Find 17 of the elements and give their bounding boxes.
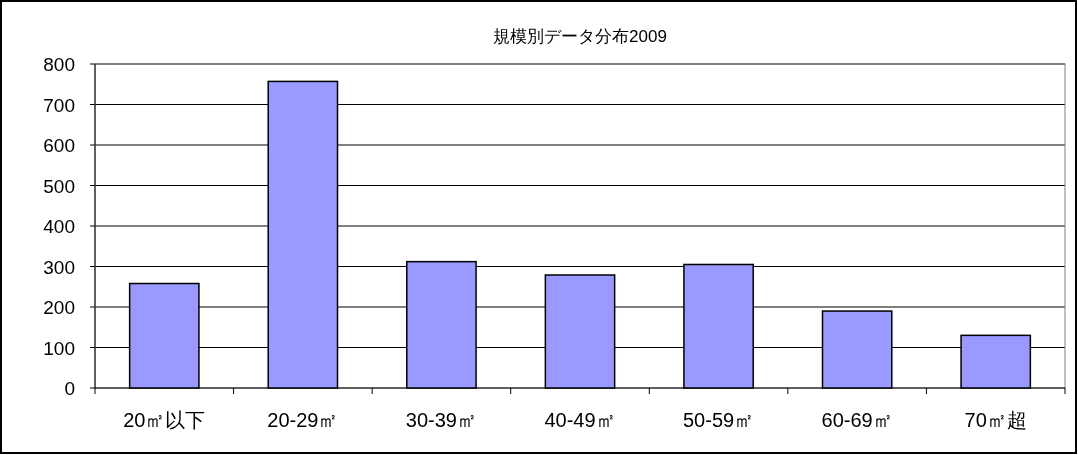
y-tick-label: 700 [43, 94, 75, 116]
y-tick-label: 300 [43, 256, 75, 278]
y-tick-label: 600 [43, 135, 75, 156]
x-tick-label: 60-69㎡ [821, 409, 893, 431]
x-tick-label: 20㎡以下 [123, 409, 206, 431]
x-tick-label: 20-29㎡ [267, 409, 339, 431]
chart-title: 規模別データ分布2009 [493, 27, 667, 46]
x-tick-label: 40-49㎡ [544, 409, 616, 431]
y-tick-label: 0 [64, 378, 75, 399]
y-tick-label: 500 [43, 175, 75, 197]
y-tick-label: 400 [43, 216, 75, 237]
y-tick-label: 800 [43, 54, 75, 75]
y-tick-label: 100 [43, 337, 75, 359]
x-tick-label: 70㎡超 [964, 409, 1027, 431]
x-tick-label: 30-39㎡ [405, 409, 478, 431]
x-tick-label: 50-59㎡ [682, 409, 755, 431]
y-tick-label: 200 [43, 297, 75, 318]
